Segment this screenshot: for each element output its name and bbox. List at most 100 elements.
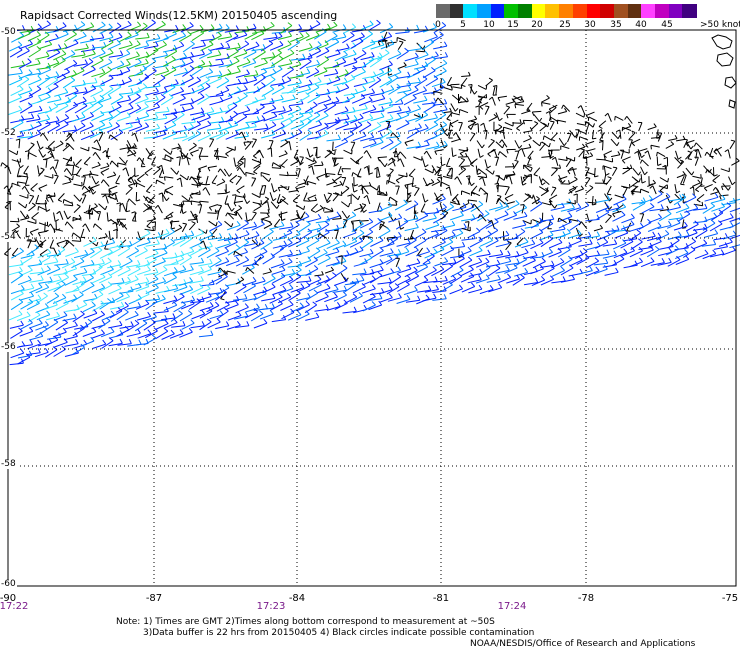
wind-barb-feather <box>487 153 491 157</box>
wind-barb <box>135 126 149 133</box>
wind-barb <box>687 150 693 159</box>
wind-barb-feather <box>63 338 68 343</box>
wind-barb-feather <box>423 86 427 91</box>
wind-barb-feather <box>460 84 463 89</box>
wind-barb-feather <box>305 92 310 97</box>
wind-barb-feather <box>453 258 457 264</box>
wind-barb-feather <box>541 257 546 262</box>
wind-barb-feather <box>450 84 453 89</box>
wind-barb-feather <box>197 168 202 173</box>
wind-barb-feather <box>190 265 194 270</box>
wind-barb <box>667 259 681 267</box>
wind-barb <box>20 301 33 310</box>
wind-barb-feather <box>264 303 268 309</box>
wind-barb <box>461 238 476 241</box>
wind-barb-feather <box>66 133 70 138</box>
wind-barb <box>550 206 565 211</box>
wind-barb <box>54 228 64 232</box>
wind-barb-feather <box>345 120 349 125</box>
wind-barb <box>567 207 581 213</box>
x-tick-4: -78 <box>577 593 595 604</box>
wind-barb-feather <box>324 122 329 127</box>
wind-barb <box>181 322 195 330</box>
wind-barb <box>397 37 406 42</box>
legend-label: >50 knots <box>700 20 740 30</box>
wind-barb <box>126 250 139 259</box>
wind-barb <box>349 249 364 256</box>
wind-barb <box>578 270 593 275</box>
wind-barb <box>369 220 382 230</box>
wind-barb <box>244 142 252 150</box>
wind-barb <box>682 193 685 203</box>
wind-barb <box>341 255 343 265</box>
wind-barb-feather <box>605 173 610 176</box>
wind-barb-feather <box>129 103 134 109</box>
wind-barb <box>118 24 132 31</box>
wind-barb <box>71 240 81 242</box>
wind-barb <box>722 182 729 191</box>
wind-barb <box>605 177 612 186</box>
wind-barb <box>245 212 248 222</box>
wind-barb-feather <box>676 255 681 261</box>
wind-barb-feather <box>89 274 94 279</box>
wind-barb <box>461 218 475 222</box>
wind-barb <box>155 70 169 76</box>
wind-barb <box>637 151 641 161</box>
wind-barb <box>397 268 412 274</box>
wind-barb-feather <box>483 129 488 132</box>
wind-barb <box>53 249 66 258</box>
wind-barb-feather <box>55 58 60 64</box>
wind-barb-feather <box>478 275 482 280</box>
wind-barb <box>116 329 130 337</box>
wind-barb <box>137 269 151 276</box>
wind-barb-feather <box>19 266 23 272</box>
wind-barb <box>379 105 393 112</box>
wind-barb <box>209 133 223 139</box>
wind-barb <box>413 99 428 104</box>
wind-barb <box>92 24 106 33</box>
wind-barb-feather <box>150 152 154 157</box>
wind-barb-feather <box>577 236 582 242</box>
wind-barb-feather <box>108 58 113 63</box>
wind-barb <box>380 141 394 150</box>
wind-barb-feather <box>342 240 347 246</box>
wind-barb-feather <box>230 223 234 228</box>
wind-barb <box>515 150 520 160</box>
wind-barb-feather <box>278 55 284 60</box>
wind-barb <box>190 287 204 295</box>
wind-barb <box>136 76 149 85</box>
y-label-1: -52 <box>0 128 17 138</box>
wind-barb <box>361 80 376 86</box>
wind-barb-feather <box>28 319 33 324</box>
wind-barb <box>91 46 106 49</box>
wind-barb-feather <box>25 353 31 358</box>
wind-barb-feather <box>300 161 304 166</box>
wind-barb-feather <box>207 48 213 53</box>
wind-barb-feather <box>60 246 66 251</box>
wind-barb-feather <box>534 121 539 124</box>
wind-barb-feather <box>173 113 178 118</box>
wind-barb-feather <box>676 218 681 224</box>
wind-barb <box>116 311 129 321</box>
wind-barb-feather <box>363 304 368 310</box>
wind-barb <box>421 41 434 51</box>
wind-barb <box>206 305 220 313</box>
wind-barb <box>306 71 320 79</box>
wind-barb <box>246 267 255 274</box>
wind-barb-feather <box>34 244 39 249</box>
wind-barb <box>557 119 567 123</box>
wind-barb <box>504 122 514 127</box>
wind-barb-feather <box>36 46 42 50</box>
wind-barb <box>311 165 315 175</box>
wind-barb <box>119 290 134 294</box>
wind-barb <box>702 253 717 260</box>
wind-barb-feather <box>605 203 610 208</box>
wind-barb-feather <box>478 187 482 192</box>
wind-barb <box>314 207 324 213</box>
wind-barb-feather <box>207 167 211 172</box>
wind-barb-feather <box>189 285 194 290</box>
wind-barb-feather <box>433 97 437 103</box>
wind-barb-feather <box>289 284 294 289</box>
wind-barb <box>539 124 548 132</box>
wind-barb-feather <box>68 178 72 183</box>
